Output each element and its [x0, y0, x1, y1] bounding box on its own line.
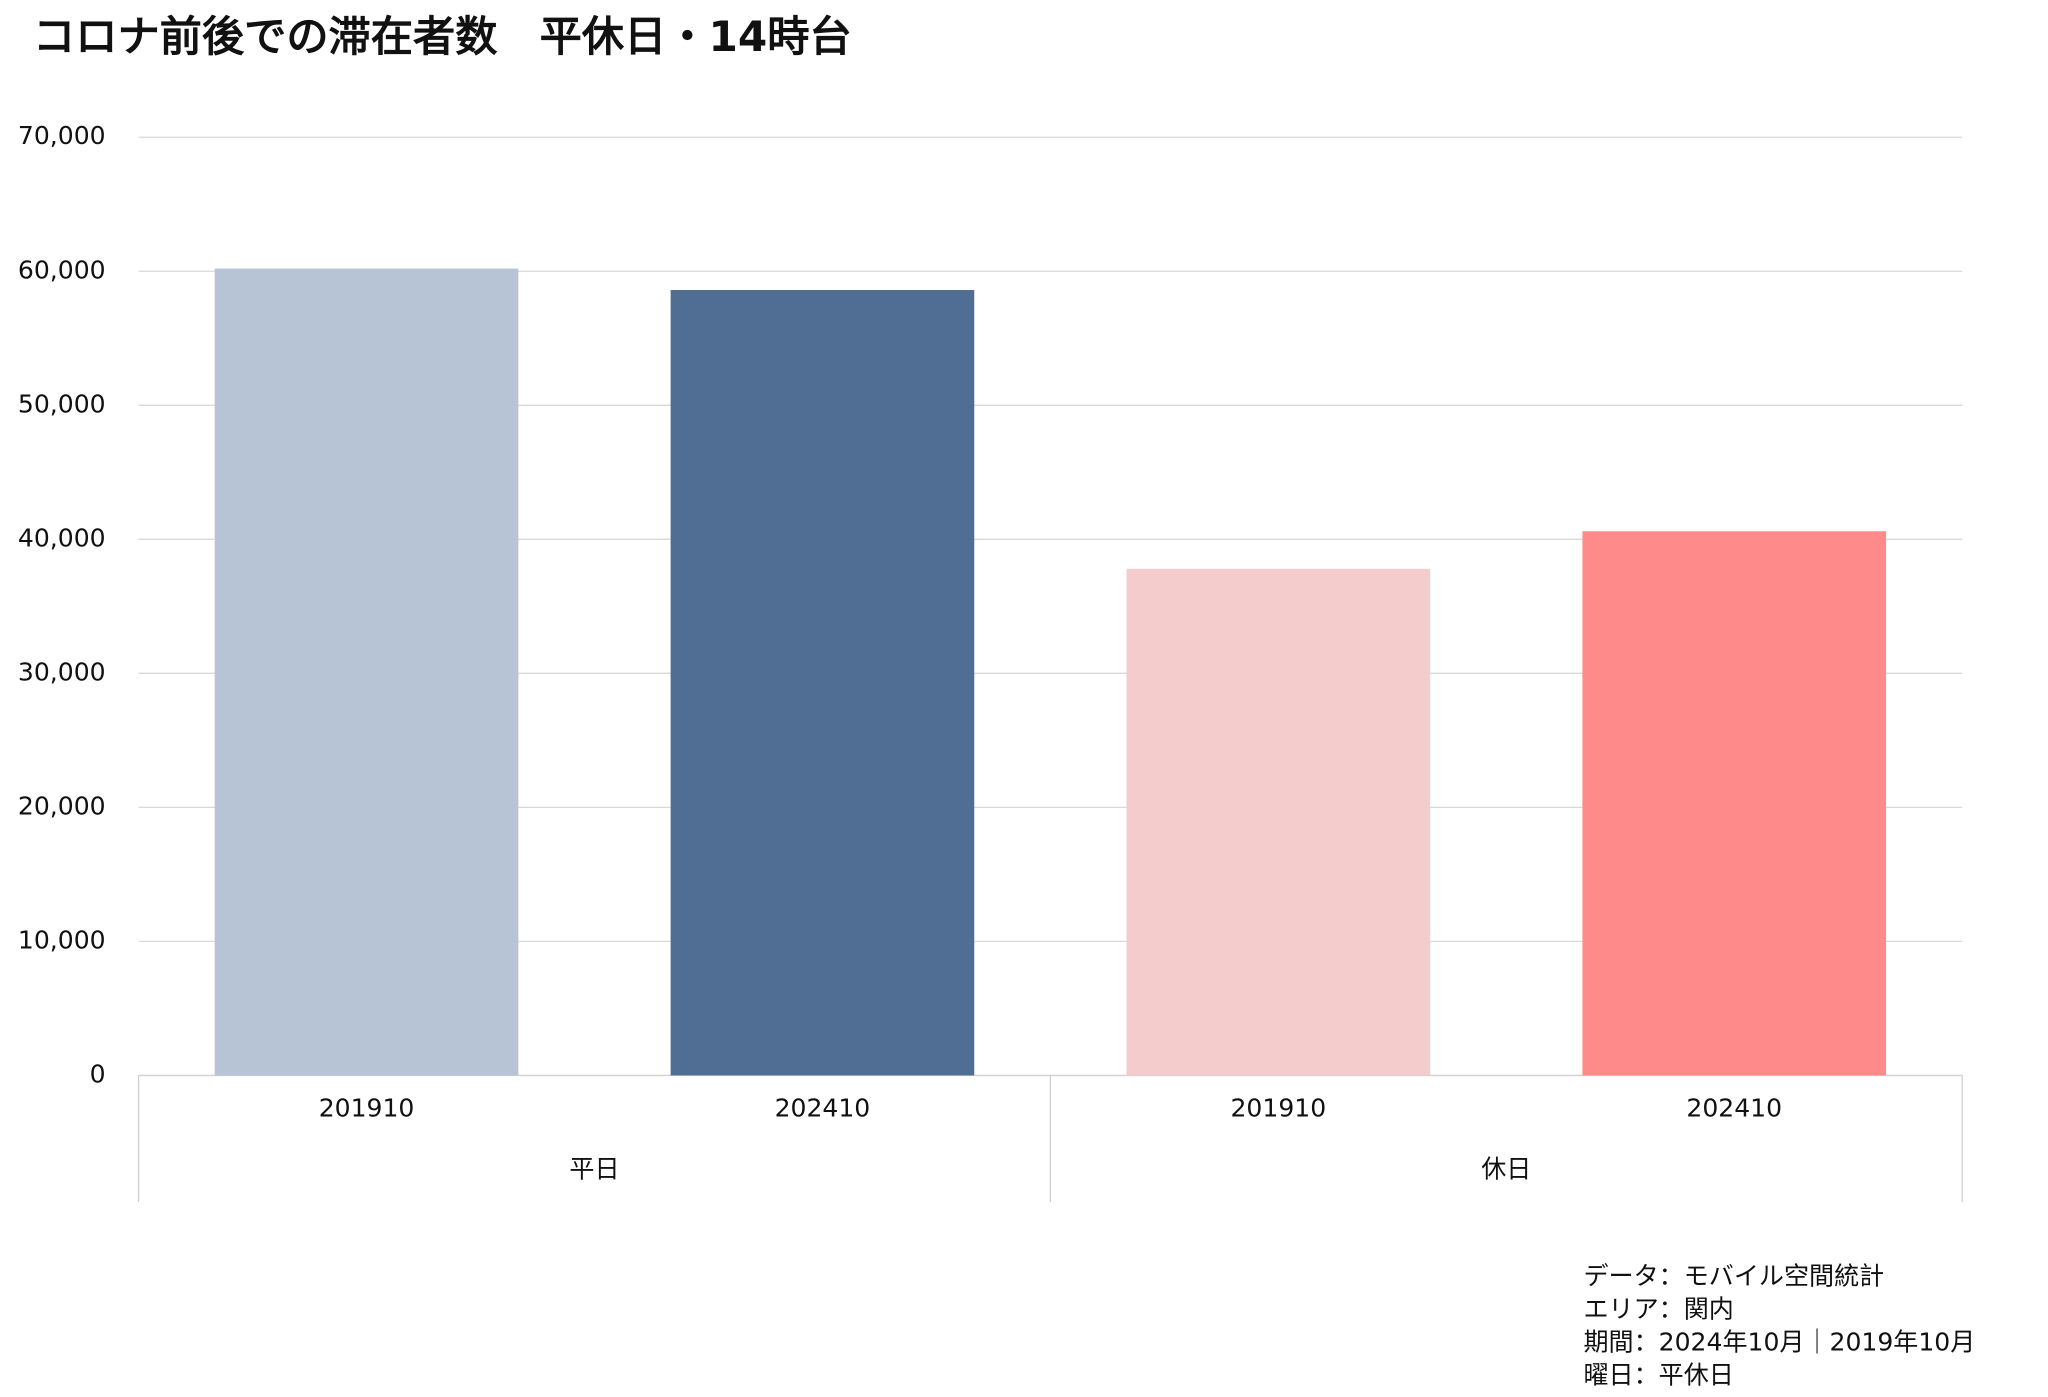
chart-title: コロナ前後での滞在者数 平休日・14時台	[33, 12, 852, 61]
group-label: 平日	[569, 1154, 619, 1183]
bar	[1126, 568, 1431, 1076]
y-tick-label: 10,000	[18, 925, 106, 954]
x-tick-label: 201910	[319, 1094, 415, 1123]
x-tick-label: 202410	[775, 1094, 871, 1123]
group-label: 休日	[1481, 1154, 1531, 1183]
bar	[1582, 531, 1887, 1076]
y-tick-label: 50,000	[18, 389, 106, 418]
y-tick-label: 0	[90, 1059, 106, 1088]
x-tick-label: 201910	[1230, 1094, 1326, 1123]
y-tick-label: 20,000	[18, 791, 106, 820]
y-tick-label: 70,000	[18, 121, 106, 150]
note: 期間：2024年10月｜2019年10月	[1583, 1327, 1975, 1356]
y-tick-label: 60,000	[18, 255, 106, 284]
note: 曜日：平休日	[1583, 1360, 1733, 1389]
note: データ：モバイル空間統計	[1583, 1261, 1884, 1290]
note: エリア：関内	[1583, 1294, 1733, 1323]
bar	[670, 290, 975, 1076]
bar	[214, 268, 519, 1076]
y-tick-label: 30,000	[18, 657, 106, 686]
x-tick-label: 202410	[1686, 1094, 1782, 1123]
y-tick-label: 40,000	[18, 523, 106, 552]
